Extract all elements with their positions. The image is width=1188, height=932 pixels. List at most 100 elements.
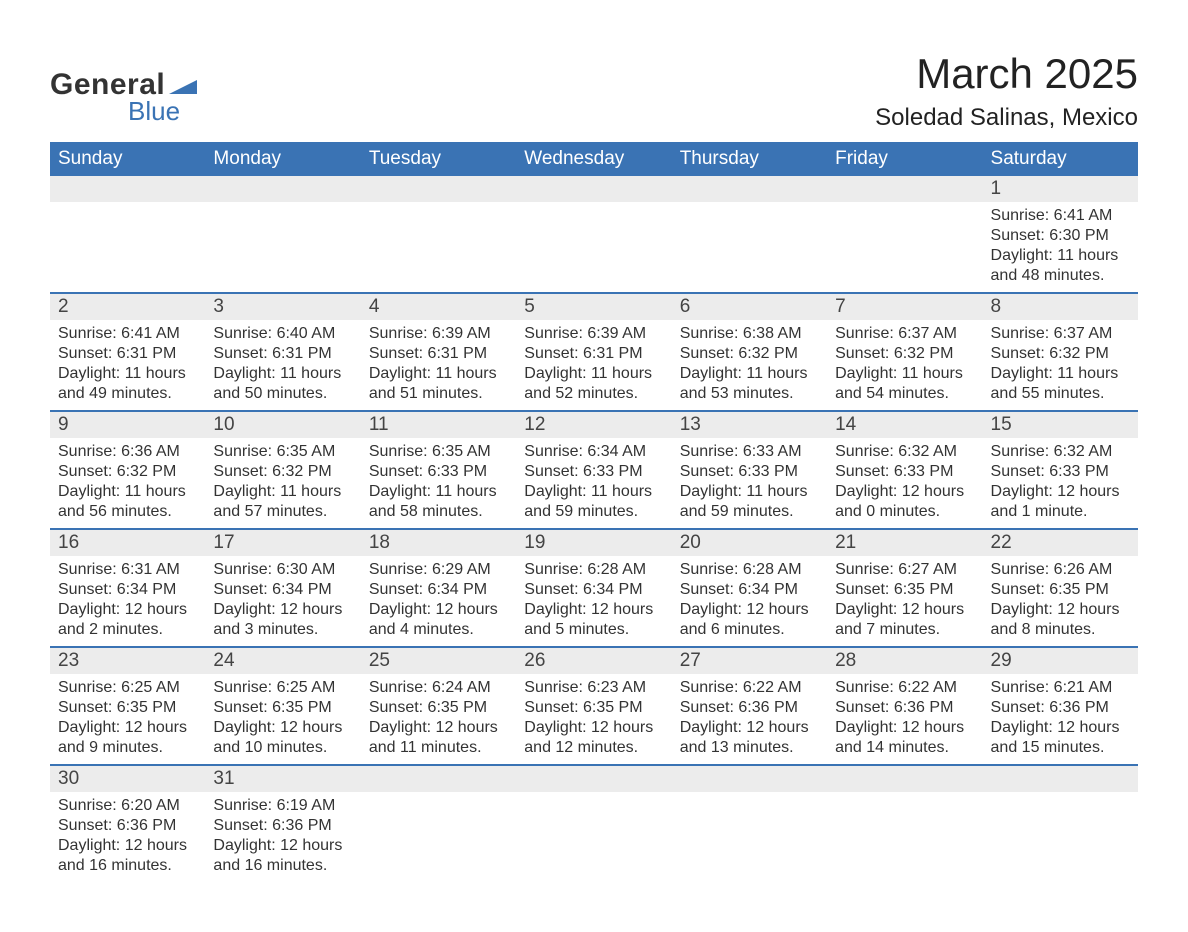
- day-header: Wednesday: [516, 142, 671, 176]
- day-number-cell: 24: [205, 647, 360, 674]
- day-number-cell: [361, 765, 516, 792]
- week-details-row: Sunrise: 6:41 AMSunset: 6:31 PMDaylight:…: [50, 320, 1138, 411]
- daylight-text: Daylight: 12 hours and 15 minutes.: [991, 718, 1130, 758]
- day-number-cell: 20: [672, 529, 827, 556]
- day-details-cell: Sunrise: 6:32 AMSunset: 6:33 PMDaylight:…: [983, 438, 1138, 529]
- day-number-cell: 29: [983, 647, 1138, 674]
- sunrise-text: Sunrise: 6:40 AM: [213, 324, 352, 344]
- day-details-cell: Sunrise: 6:34 AMSunset: 6:33 PMDaylight:…: [516, 438, 671, 529]
- sunset-text: Sunset: 6:32 PM: [213, 462, 352, 482]
- day-number-cell: 23: [50, 647, 205, 674]
- day-number-cell: [672, 765, 827, 792]
- sunrise-text: Sunrise: 6:23 AM: [524, 678, 663, 698]
- week-number-row: 9101112131415: [50, 411, 1138, 438]
- day-number-cell: 26: [516, 647, 671, 674]
- week-details-row: Sunrise: 6:31 AMSunset: 6:34 PMDaylight:…: [50, 556, 1138, 647]
- sunrise-text: Sunrise: 6:37 AM: [991, 324, 1130, 344]
- sunrise-text: Sunrise: 6:28 AM: [524, 560, 663, 580]
- location-label: Soledad Salinas, Mexico: [875, 104, 1138, 132]
- daylight-text: Daylight: 12 hours and 4 minutes.: [369, 600, 508, 640]
- day-details-cell: Sunrise: 6:35 AMSunset: 6:32 PMDaylight:…: [205, 438, 360, 529]
- day-number-cell: 12: [516, 411, 671, 438]
- day-number-cell: 14: [827, 411, 982, 438]
- daylight-text: Daylight: 12 hours and 16 minutes.: [213, 836, 352, 876]
- daylight-text: Daylight: 11 hours and 57 minutes.: [213, 482, 352, 522]
- day-details-cell: Sunrise: 6:35 AMSunset: 6:33 PMDaylight:…: [361, 438, 516, 529]
- day-details-cell: Sunrise: 6:21 AMSunset: 6:36 PMDaylight:…: [983, 674, 1138, 765]
- sunrise-text: Sunrise: 6:41 AM: [58, 324, 197, 344]
- sunrise-text: Sunrise: 6:25 AM: [213, 678, 352, 698]
- sunrise-text: Sunrise: 6:21 AM: [991, 678, 1130, 698]
- day-details-cell: Sunrise: 6:38 AMSunset: 6:32 PMDaylight:…: [672, 320, 827, 411]
- day-details-cell: [205, 202, 360, 293]
- daylight-text: Daylight: 11 hours and 56 minutes.: [58, 482, 197, 522]
- sunrise-text: Sunrise: 6:30 AM: [213, 560, 352, 580]
- day-number-cell: 30: [50, 765, 205, 792]
- day-number-cell: [205, 176, 360, 202]
- calendar-table: Sunday Monday Tuesday Wednesday Thursday…: [50, 142, 1138, 882]
- day-details-cell: Sunrise: 6:24 AMSunset: 6:35 PMDaylight:…: [361, 674, 516, 765]
- sunrise-text: Sunrise: 6:32 AM: [991, 442, 1130, 462]
- daylight-text: Daylight: 11 hours and 49 minutes.: [58, 364, 197, 404]
- sunrise-text: Sunrise: 6:27 AM: [835, 560, 974, 580]
- day-number-cell: 5: [516, 293, 671, 320]
- sunset-text: Sunset: 6:33 PM: [991, 462, 1130, 482]
- day-details-cell: Sunrise: 6:40 AMSunset: 6:31 PMDaylight:…: [205, 320, 360, 411]
- day-details-cell: Sunrise: 6:28 AMSunset: 6:34 PMDaylight:…: [672, 556, 827, 647]
- logo: General Blue: [50, 68, 197, 127]
- day-number-cell: 13: [672, 411, 827, 438]
- day-number-cell: 28: [827, 647, 982, 674]
- sunrise-text: Sunrise: 6:26 AM: [991, 560, 1130, 580]
- week-number-row: 23242526272829: [50, 647, 1138, 674]
- day-details-cell: Sunrise: 6:41 AMSunset: 6:31 PMDaylight:…: [50, 320, 205, 411]
- sunset-text: Sunset: 6:35 PM: [991, 580, 1130, 600]
- day-details-cell: Sunrise: 6:39 AMSunset: 6:31 PMDaylight:…: [516, 320, 671, 411]
- day-number-cell: 11: [361, 411, 516, 438]
- daylight-text: Daylight: 11 hours and 53 minutes.: [680, 364, 819, 404]
- day-header: Thursday: [672, 142, 827, 176]
- sunset-text: Sunset: 6:36 PM: [58, 816, 197, 836]
- day-details-cell: [672, 202, 827, 293]
- week-number-row: 3031: [50, 765, 1138, 792]
- daylight-text: Daylight: 12 hours and 16 minutes.: [58, 836, 197, 876]
- daylight-text: Daylight: 12 hours and 8 minutes.: [991, 600, 1130, 640]
- day-details-cell: [827, 202, 982, 293]
- sunset-text: Sunset: 6:31 PM: [58, 344, 197, 364]
- daylight-text: Daylight: 11 hours and 50 minutes.: [213, 364, 352, 404]
- day-number-cell: 4: [361, 293, 516, 320]
- day-header: Tuesday: [361, 142, 516, 176]
- sunset-text: Sunset: 6:36 PM: [213, 816, 352, 836]
- day-details-cell: Sunrise: 6:28 AMSunset: 6:34 PMDaylight:…: [516, 556, 671, 647]
- sunrise-text: Sunrise: 6:20 AM: [58, 796, 197, 816]
- day-details-cell: Sunrise: 6:31 AMSunset: 6:34 PMDaylight:…: [50, 556, 205, 647]
- sunrise-text: Sunrise: 6:35 AM: [369, 442, 508, 462]
- day-number-cell: 6: [672, 293, 827, 320]
- daylight-text: Daylight: 12 hours and 1 minute.: [991, 482, 1130, 522]
- day-header-row: Sunday Monday Tuesday Wednesday Thursday…: [50, 142, 1138, 176]
- day-details-cell: Sunrise: 6:25 AMSunset: 6:35 PMDaylight:…: [50, 674, 205, 765]
- sunrise-text: Sunrise: 6:36 AM: [58, 442, 197, 462]
- day-number-cell: 10: [205, 411, 360, 438]
- day-number-cell: [827, 176, 982, 202]
- daylight-text: Daylight: 11 hours and 59 minutes.: [524, 482, 663, 522]
- day-details-cell: Sunrise: 6:19 AMSunset: 6:36 PMDaylight:…: [205, 792, 360, 882]
- day-number-cell: [50, 176, 205, 202]
- day-details-cell: Sunrise: 6:41 AMSunset: 6:30 PMDaylight:…: [983, 202, 1138, 293]
- sunset-text: Sunset: 6:35 PM: [213, 698, 352, 718]
- day-number-cell: [361, 176, 516, 202]
- day-number-cell: 27: [672, 647, 827, 674]
- day-number-cell: 25: [361, 647, 516, 674]
- sunset-text: Sunset: 6:35 PM: [369, 698, 508, 718]
- sunset-text: Sunset: 6:35 PM: [835, 580, 974, 600]
- sunset-text: Sunset: 6:33 PM: [835, 462, 974, 482]
- sunset-text: Sunset: 6:34 PM: [58, 580, 197, 600]
- daylight-text: Daylight: 12 hours and 2 minutes.: [58, 600, 197, 640]
- day-details-cell: [361, 792, 516, 882]
- week-details-row: Sunrise: 6:20 AMSunset: 6:36 PMDaylight:…: [50, 792, 1138, 882]
- day-details-cell: Sunrise: 6:22 AMSunset: 6:36 PMDaylight:…: [672, 674, 827, 765]
- sunrise-text: Sunrise: 6:22 AM: [835, 678, 974, 698]
- sunrise-text: Sunrise: 6:39 AM: [524, 324, 663, 344]
- day-details-cell: [361, 202, 516, 293]
- daylight-text: Daylight: 11 hours and 48 minutes.: [991, 246, 1130, 286]
- week-number-row: 16171819202122: [50, 529, 1138, 556]
